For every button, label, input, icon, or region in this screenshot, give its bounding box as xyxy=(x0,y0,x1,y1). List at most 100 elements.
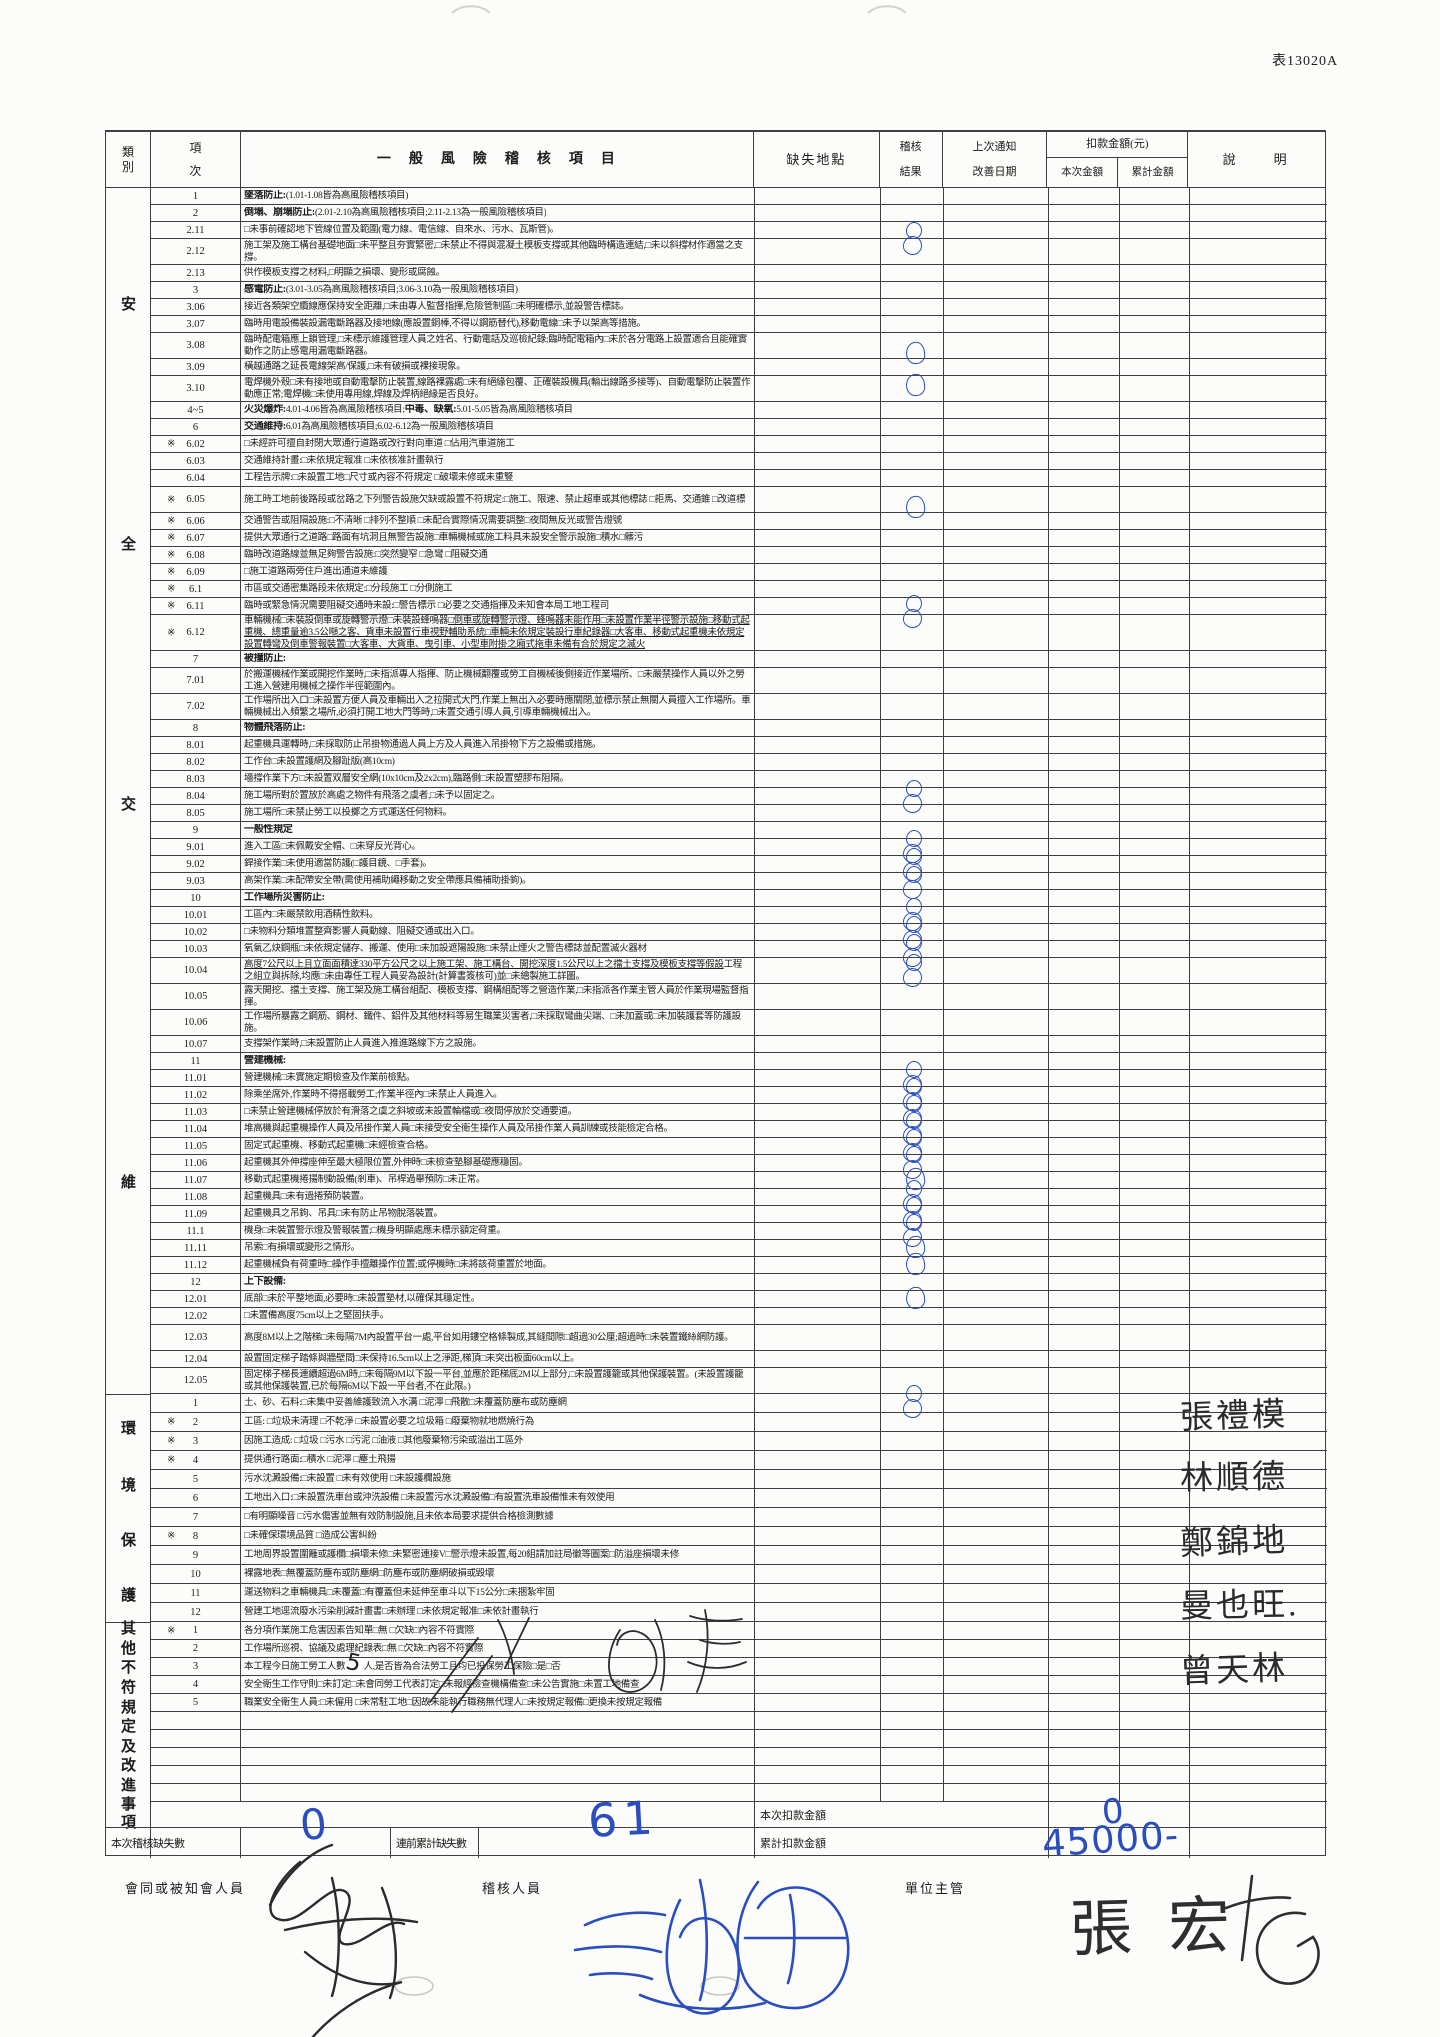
item-number-cell: 2 xyxy=(151,205,241,221)
result-cell xyxy=(881,822,944,838)
notice-date-cell xyxy=(944,598,1049,614)
amount-this-cell xyxy=(1049,1121,1120,1137)
result-cell xyxy=(881,668,944,693)
remark-cell xyxy=(1190,771,1327,787)
item-number-cell: 1 xyxy=(151,188,241,204)
amount-this-cell xyxy=(1049,1432,1120,1450)
remark-cell xyxy=(1190,265,1327,281)
result-cell xyxy=(881,205,944,221)
table-row: 11 運送物料之車輛機具□未覆蓋□有覆蓋但未延伸至車斗以下15公分□未捆紮牢固 xyxy=(151,1584,1327,1603)
remark-cell xyxy=(1190,1584,1327,1602)
amount-this-cell xyxy=(1049,1584,1120,1602)
table-row: 6 交通維持:6.01為高風險稽核項目;6.02-6.12為一般風險稽核項目 xyxy=(151,419,1327,436)
result-cell xyxy=(881,598,944,614)
result-cell xyxy=(881,615,944,650)
punch-hole-mark xyxy=(394,1976,434,1996)
amount-total-cell xyxy=(1120,564,1190,580)
total-deduct-label: 累計扣款金額 xyxy=(755,1828,1049,1858)
amount-this-cell xyxy=(1049,1546,1120,1564)
item-number-cell: ※ 6.07 xyxy=(151,530,241,546)
item-number-cell: 6.04 xyxy=(151,470,241,486)
amount-total-cell xyxy=(1120,958,1190,983)
notice-date-cell xyxy=(944,1603,1049,1621)
item-text-cell: □未經許可擅自封閉大眾通行道路或改行對向車道 □佔用汽車道施工 xyxy=(241,436,755,452)
item-text-cell: 市區或交通密集路段未依規定:□分段施工 □分側施工 xyxy=(241,581,755,597)
amount-this-cell xyxy=(1049,856,1120,872)
important-marker: ※ xyxy=(167,1435,176,1447)
table-row: 11.02 除乘坐席外,作業時不得搭載勞工;作業半徑內□未禁止人員進入。 xyxy=(151,1087,1327,1104)
item-text-cell: □未置備高度75cm以上之堅固扶手。 xyxy=(241,1308,755,1324)
location-cell xyxy=(755,839,881,855)
location-cell xyxy=(755,376,881,401)
section-divider xyxy=(106,1394,150,1395)
important-marker: ※ xyxy=(167,515,176,527)
table-row: 11.06 起重機其外伸撐座伸至最大極限位置,外伸時□未檢查墊腳基礎應穩固。 xyxy=(151,1155,1327,1172)
result-cell xyxy=(881,984,944,1009)
amount-this-cell xyxy=(1049,316,1120,332)
table-row: 12.03 高度8M以上之階梯□未每隔7M內設置平台一處,平台如用鏤空格條製成,其… xyxy=(151,1325,1327,1351)
notice-date-cell xyxy=(944,805,1049,821)
amount-this-cell xyxy=(1049,470,1120,486)
item-text-cell: 固定式起重機、移動式起重機□未經檢查合格。 xyxy=(241,1138,755,1154)
notice-date-cell xyxy=(944,376,1049,401)
remark-cell xyxy=(1190,788,1327,804)
empty-cell xyxy=(106,1802,755,1827)
remark-cell xyxy=(1190,1603,1327,1621)
result-cell xyxy=(881,1784,944,1801)
notice-date-cell xyxy=(944,333,1049,358)
amount-total-cell xyxy=(1120,856,1190,872)
item-text-cell: 施工時工地前後路段或岔路之下列警告設施欠缺或設置不符規定:□施工、限速、禁止超車… xyxy=(241,487,755,512)
result-cell xyxy=(881,941,944,957)
amount-this-cell xyxy=(1049,651,1120,667)
amount-this-cell xyxy=(1049,694,1120,719)
location-cell xyxy=(755,1155,881,1171)
result-cell xyxy=(881,1640,944,1657)
notice-date-cell xyxy=(944,1240,1049,1256)
remark-cell xyxy=(1190,333,1327,358)
item-number-cell: 10 xyxy=(151,890,241,906)
remark-cell xyxy=(1190,839,1327,855)
amount-this-cell xyxy=(1049,581,1120,597)
item-text-cell: 交通維持計畫:□未依規定報准 □未依核准計畫執行 xyxy=(241,453,755,469)
header-item-no: 項次 xyxy=(151,132,241,187)
result-cell xyxy=(881,1730,944,1747)
amount-total-cell xyxy=(1120,1291,1190,1307)
item-text-cell: 堆高機與起重機操作人員及吊掛作業人員□未接受安全衛生操作人員及吊掛作業人員訓練或… xyxy=(241,1121,755,1137)
item-text-cell: 除乘坐席外,作業時不得搭載勞工;作業半徑內□未禁止人員進入。 xyxy=(241,1087,755,1103)
notice-date-cell xyxy=(944,1470,1049,1488)
item-text-cell: 進入工區□未佩戴安全帽、□未穿反光背心。 xyxy=(241,839,755,855)
amount-total-cell xyxy=(1120,419,1190,435)
result-cell xyxy=(881,754,944,770)
item-text-cell: 營建機械□未實施定期檢查及作業前檢點。 xyxy=(241,1070,755,1086)
location-cell xyxy=(755,1053,881,1069)
amount-total-cell xyxy=(1120,1413,1190,1431)
amount-this-cell xyxy=(1049,1010,1120,1035)
amount-total-cell xyxy=(1120,1368,1190,1393)
remark-cell xyxy=(1190,513,1327,529)
table-row: 11.08 起重機具□未有過捲預防裝置。 xyxy=(151,1189,1327,1206)
amount-total-cell xyxy=(1120,1622,1190,1639)
result-cell xyxy=(881,1010,944,1035)
amount-total-cell xyxy=(1120,1240,1190,1256)
notice-date-cell xyxy=(944,907,1049,923)
item-text-cell: 職業安全衛生人員:□未僱用 □未常駐工地□因故未能執行職務無代理人□未按規定報備… xyxy=(241,1694,755,1711)
item-text-cell: 污水沈澱設備:□未設置 □未有效使用 □未設護欄設施 xyxy=(241,1470,755,1488)
item-number-cell: 5 xyxy=(151,1470,241,1488)
remark-cell xyxy=(1190,1451,1327,1469)
remark-cell xyxy=(1190,1622,1327,1639)
result-cell xyxy=(881,1257,944,1273)
notice-date-cell xyxy=(944,419,1049,435)
item-number-cell: 3.10 xyxy=(151,376,241,401)
result-cell xyxy=(881,1368,944,1393)
remark-cell xyxy=(1190,1432,1327,1450)
amount-this-cell xyxy=(1049,984,1120,1009)
amount-this-cell xyxy=(1049,1070,1120,1086)
remark-cell xyxy=(1190,1368,1327,1393)
item-text-cell: 底部□未於平整地面,必要時□未設置墊材,以確保其穩定性。 xyxy=(241,1291,755,1307)
item-number-cell: ※ 1 xyxy=(151,1622,241,1639)
result-cell xyxy=(881,265,944,281)
remark-cell xyxy=(1190,1308,1327,1324)
item-number-cell: 11.12 xyxy=(151,1257,241,1273)
amount-this-cell xyxy=(1049,1694,1120,1711)
notice-date-cell xyxy=(944,1694,1049,1711)
